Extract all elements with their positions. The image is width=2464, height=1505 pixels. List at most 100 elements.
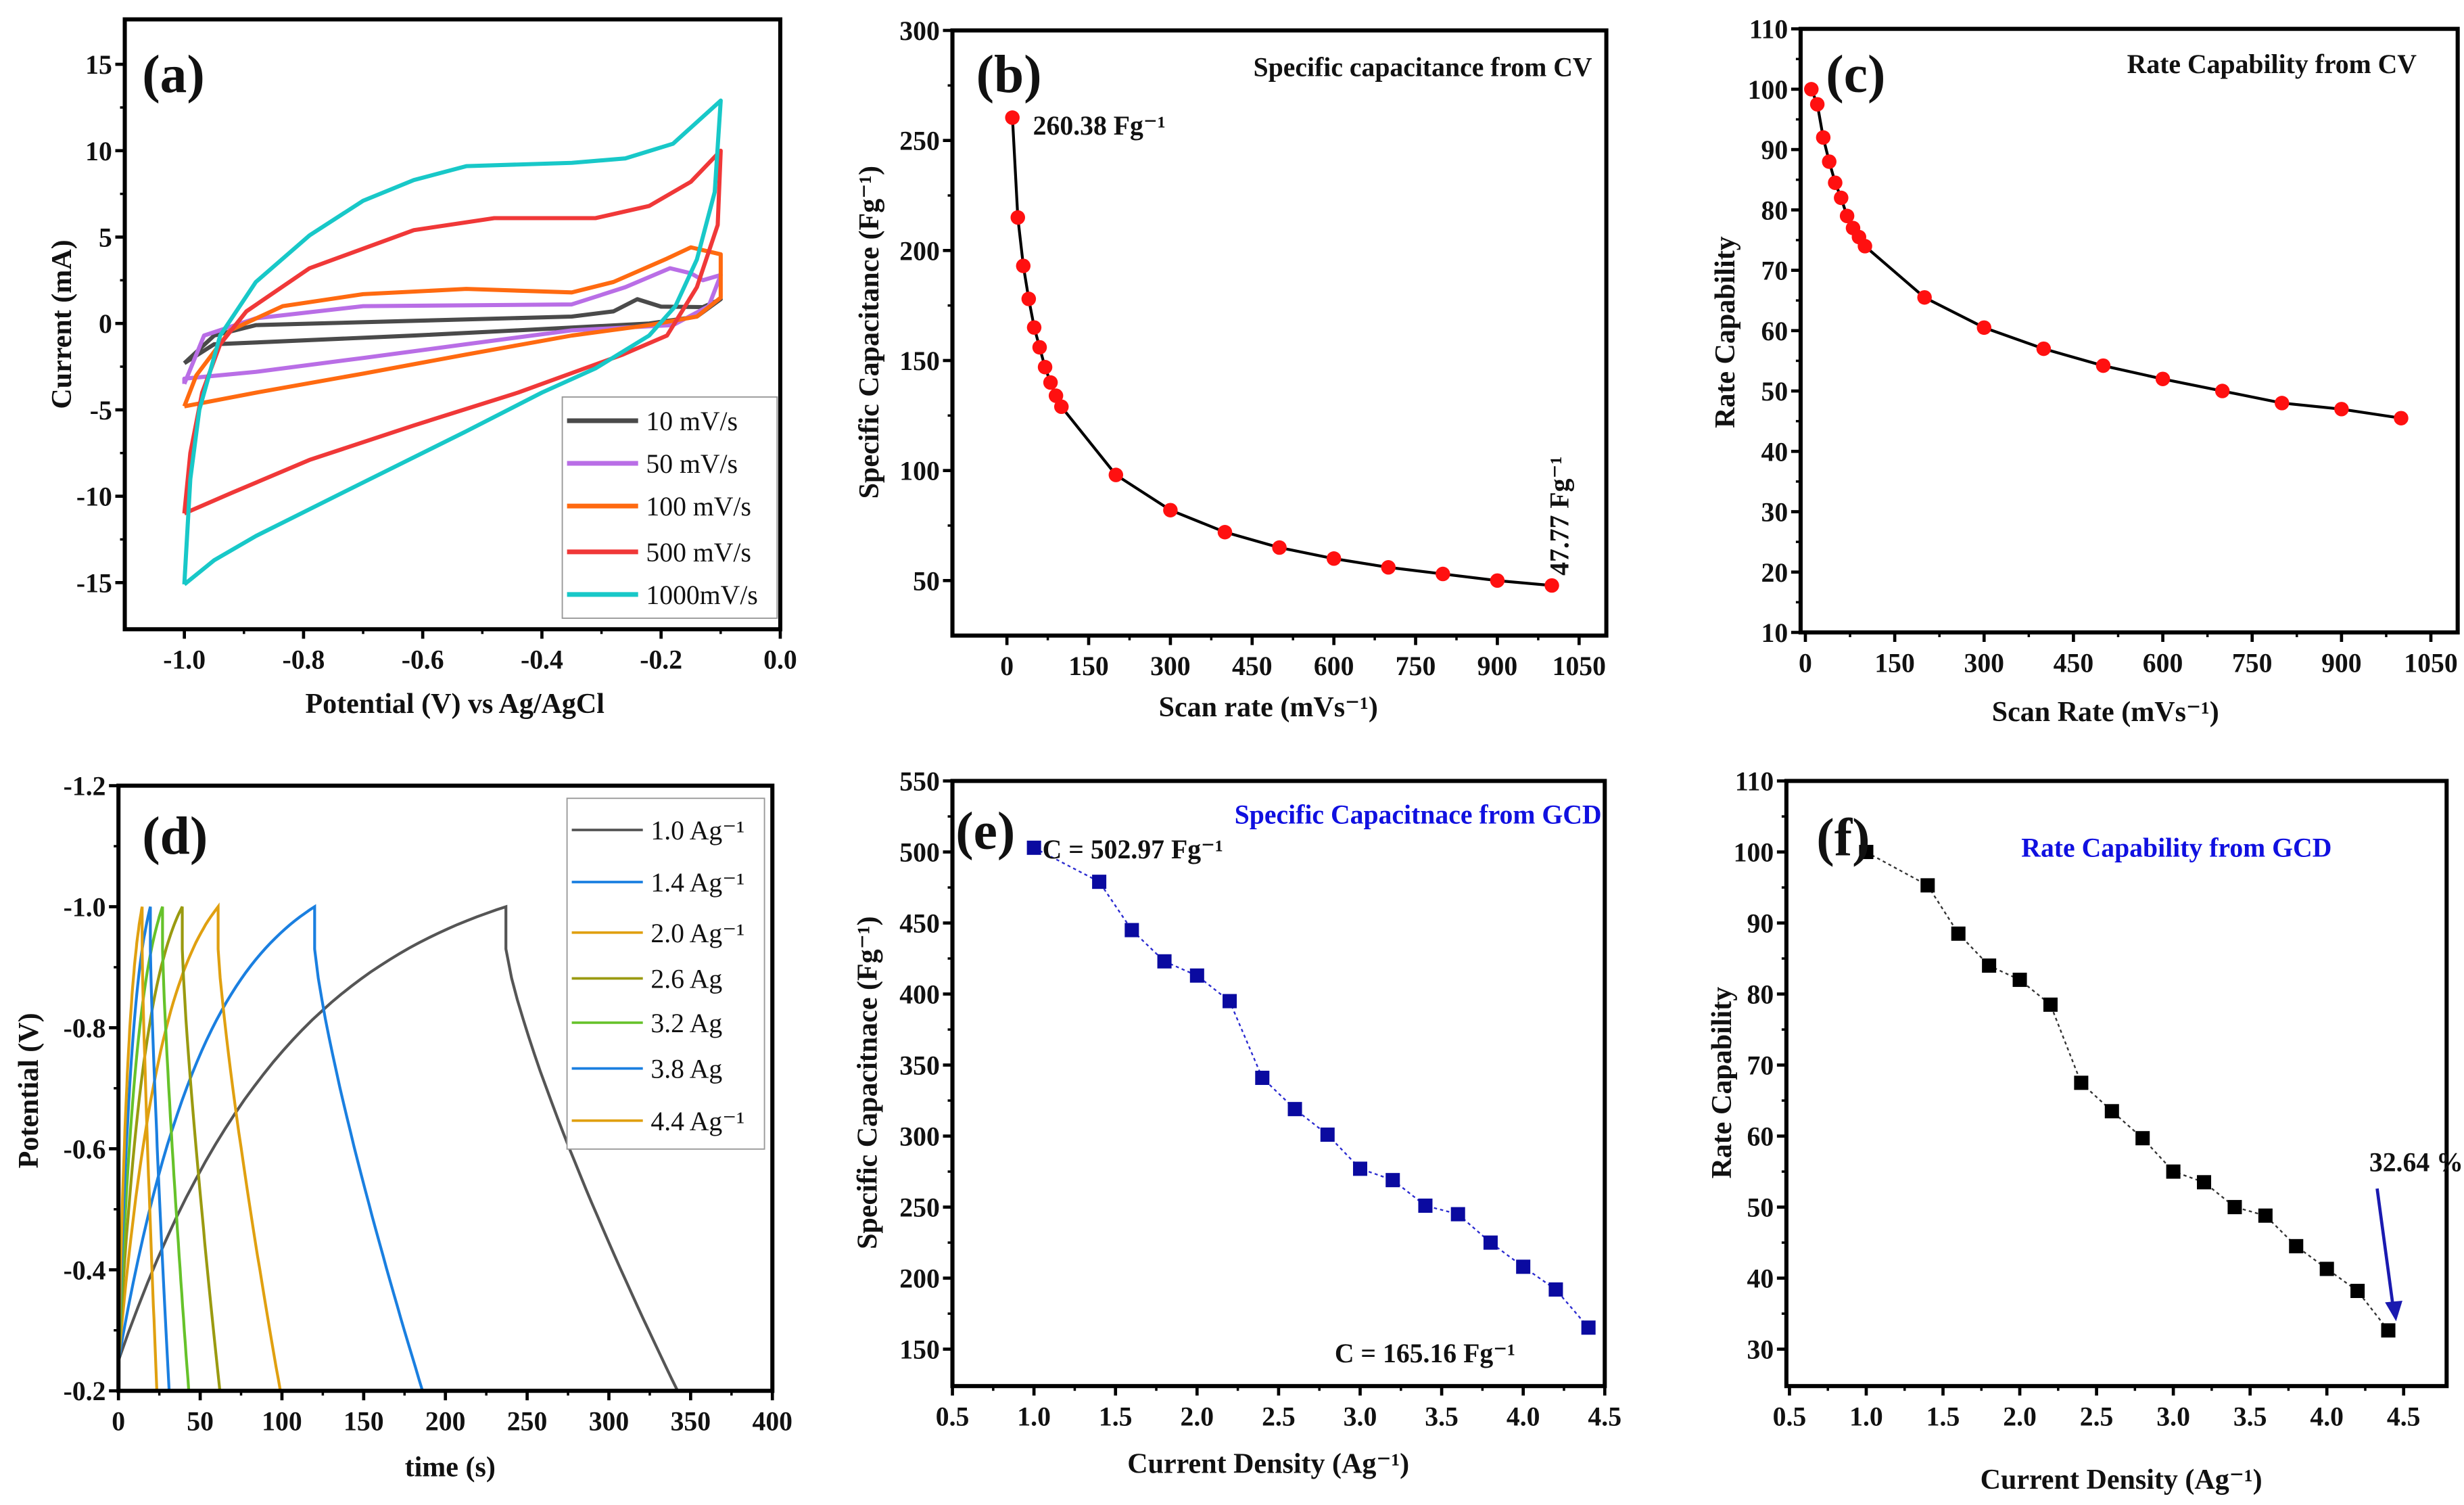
gcd-curve <box>117 906 159 1391</box>
x-tick-label: 400 <box>752 1407 792 1437</box>
x-tick-label: 0 <box>1000 651 1014 681</box>
x-tick-label: 50 <box>187 1407 214 1437</box>
x-tick-label: 300 <box>1150 651 1191 681</box>
data-point <box>2155 371 2171 386</box>
x-tick-label: 1.0 <box>1017 1402 1051 1432</box>
y-tick-label: 300 <box>899 16 940 46</box>
legend-item: 10 mV/s <box>567 407 738 436</box>
x-axis-label-e: Current Density (Ag⁻¹) <box>1127 1449 1409 1480</box>
x-tick-label: 0.0 <box>763 645 797 675</box>
x-tick-label: 1.5 <box>1926 1402 1960 1432</box>
x-tick-label: 4.0 <box>1507 1402 1540 1432</box>
legend-item: 2.0 Ag⁻¹ <box>571 919 744 948</box>
data-point <box>1124 923 1139 937</box>
plot-frame <box>122 17 782 632</box>
plot-area <box>1804 82 2409 425</box>
legend-label: 4.4 Ag⁻¹ <box>650 1107 744 1136</box>
y-tick-label: 50 <box>1761 377 1788 407</box>
data-point <box>1048 388 1064 403</box>
data-point <box>1976 320 1992 335</box>
data-point <box>1381 560 1396 575</box>
data-point <box>1255 1070 1270 1085</box>
annotation-max-capacitance-b: 260.38 Fg⁻¹ <box>1033 111 1166 141</box>
data-point <box>2334 402 2349 417</box>
x-tick-label: 150 <box>343 1407 384 1437</box>
y-tick-label: 110 <box>1735 767 1774 797</box>
y-tick-label: 250 <box>899 1193 940 1223</box>
gcd-curve <box>117 906 222 1391</box>
data-point <box>1920 878 1935 893</box>
x-tick-label: 600 <box>2143 648 2183 678</box>
data-point <box>2350 1283 2365 1298</box>
data-point <box>1809 97 1825 112</box>
x-axis-label-b: Scan rate (mVs⁻¹) <box>1159 692 1378 723</box>
x-axis-label-c: Scan Rate (mVs⁻¹) <box>1992 697 2219 728</box>
data-point <box>2275 396 2290 411</box>
x-tick-label: 750 <box>2232 648 2273 678</box>
data-point <box>1223 994 1237 1009</box>
x-tick-label: 750 <box>1396 651 1436 681</box>
x-tick-label: 4.0 <box>2310 1402 2344 1432</box>
annotation-min-capacitance-b: 47.77 Fg⁻¹ <box>1545 457 1575 576</box>
x-tick-label: 1050 <box>1553 651 1606 681</box>
gcd-curve <box>117 906 171 1391</box>
data-point <box>1037 359 1053 375</box>
data-point <box>1857 239 1872 254</box>
plot-area <box>182 98 723 586</box>
data-point <box>1026 840 1041 855</box>
data-point <box>2036 341 2052 356</box>
legend-label: 3.2 Ag <box>650 1009 722 1038</box>
data-point <box>2197 1175 2212 1190</box>
y-tick-label: 200 <box>899 236 940 266</box>
y-tick-label: 350 <box>899 1051 940 1081</box>
x-tick-label: 450 <box>2054 648 2094 678</box>
data-point <box>1951 926 1966 941</box>
annotation-max-capacitance-e: C = 502.97 Fg⁻¹ <box>1043 835 1223 864</box>
legend-label: 2.0 Ag⁻¹ <box>650 919 744 948</box>
x-tick-label: 2.5 <box>2080 1402 2114 1432</box>
y-tick-label: 110 <box>1749 15 1788 45</box>
data-point <box>1834 190 1849 206</box>
data-point <box>2258 1208 2273 1223</box>
x-tick-label: 1.0 <box>1849 1402 1883 1432</box>
chart-title-f: Rate Capability from GCD <box>2021 833 2331 863</box>
x-tick-label: 2.5 <box>1262 1402 1296 1432</box>
legend-item: 1000mV/s <box>567 580 758 610</box>
legend-label: 1000mV/s <box>646 580 757 610</box>
y-tick-label: -5 <box>90 396 112 425</box>
panel-label-e: (e) <box>955 802 1015 861</box>
y-tick-label: 450 <box>899 909 940 939</box>
data-point <box>1043 375 1058 390</box>
y-tick-label: 100 <box>899 457 940 486</box>
plot-area <box>1026 840 1596 1335</box>
x-tick-label: 600 <box>1314 651 1354 681</box>
y-tick-label: 90 <box>1761 135 1788 165</box>
cv-curve <box>183 297 723 365</box>
y-tick-label: 5 <box>99 223 112 252</box>
panel-label-f: (f) <box>1816 808 1870 867</box>
chart-title-b: Specific capacitance from CV <box>1254 53 1592 83</box>
data-point <box>1859 845 1874 860</box>
y-tick-label: 30 <box>1747 1335 1774 1365</box>
data-point <box>1544 578 1559 593</box>
data-point <box>1450 1207 1465 1222</box>
data-point <box>2227 1200 2242 1215</box>
data-point <box>1548 1282 1563 1297</box>
y-tick-label: 10 <box>1761 618 1788 648</box>
y-tick-label: 0 <box>99 309 112 339</box>
gcd-curve <box>117 904 424 1391</box>
legend-label: 3.8 Ag <box>650 1055 722 1084</box>
x-tick-label: 450 <box>1232 651 1273 681</box>
x-tick-label: 0 <box>112 1407 125 1437</box>
data-point <box>1021 292 1037 306</box>
y-tick-label: 50 <box>913 566 940 596</box>
cv-curve <box>182 245 723 409</box>
y-tick-label: 40 <box>1747 1264 1774 1294</box>
x-tick-label: -1.0 <box>163 645 206 675</box>
chart-panel-a: -1.0 -0.8 -0.6 -0.4 -0.2 0.0 -15 -10 -5 0 5 10 15 <box>76 17 797 675</box>
y-tick-label: -10 <box>76 482 112 512</box>
plot-frame <box>950 779 1607 1389</box>
x-tick-label: 3.0 <box>2156 1402 2190 1432</box>
legend-item: 2.6 Ag <box>571 965 722 994</box>
chart-panel-d: 0 50 100 150 200 250 300 350 400 -0.2 -0.4 -0.6 -0.8… <box>64 772 792 1437</box>
